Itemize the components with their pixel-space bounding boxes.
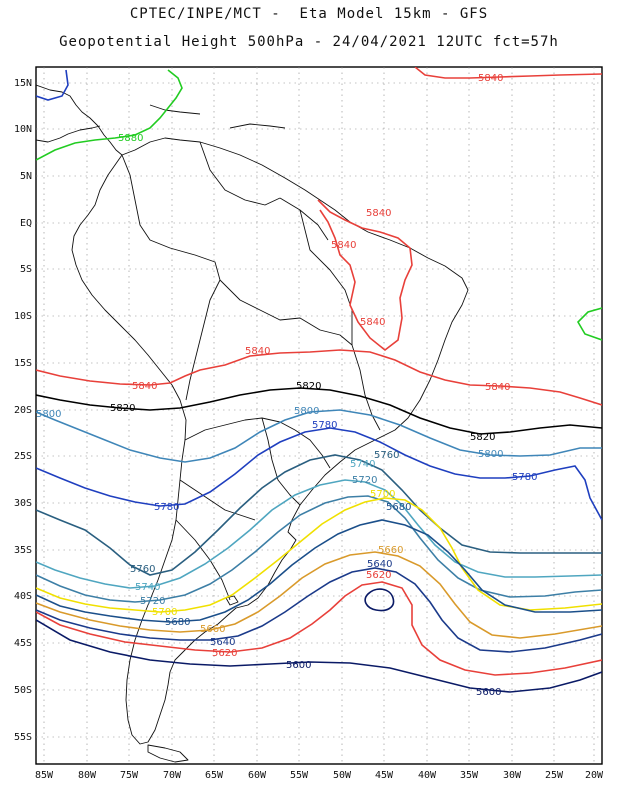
- contour-label: 5720: [352, 475, 377, 486]
- contour-label: 5820: [470, 432, 495, 443]
- contour-label: 5660: [200, 624, 225, 635]
- contour-label: 5840: [485, 382, 510, 393]
- contour-5680: [36, 519, 602, 623]
- contour-label: 5620: [212, 648, 237, 659]
- lon-label: 85W: [35, 770, 54, 781]
- contour-label: 5800: [294, 406, 319, 417]
- contour-5820: [36, 387, 602, 435]
- contour-label: 5840: [245, 346, 270, 357]
- lon-label: 75W: [120, 770, 139, 781]
- lat-label: 5N: [20, 171, 32, 182]
- lon-label: 65W: [205, 770, 224, 781]
- contour-5720: [36, 495, 602, 603]
- lat-label: 50S: [14, 685, 32, 696]
- contour-5760: [36, 454, 602, 576]
- contour-label: 5740: [350, 459, 375, 470]
- contour-5860-e: [576, 307, 602, 341]
- contour-label: 5840: [478, 73, 503, 84]
- contour-label: 5760: [374, 450, 399, 461]
- lat-label: 15S: [14, 358, 32, 369]
- contour-label: 5820: [110, 403, 135, 414]
- contour-label: 5780: [312, 420, 337, 431]
- lon-label: 30W: [503, 770, 522, 781]
- lon-label: 20W: [585, 770, 604, 781]
- lon-label: 60W: [248, 770, 267, 781]
- contour-label: 5680: [165, 617, 190, 628]
- map-title-line1: CPTEC/INPE/MCT - Eta Model 15km - GFS: [129, 6, 489, 22]
- longitude-labels: 85W 80W 75W 70W 65W 60W 55W 50W 45W 40W …: [35, 770, 604, 781]
- contour-labels: 5840 5880 5840 5840 5840 5840 5840 5840 …: [36, 73, 537, 698]
- contour-5640: [36, 567, 602, 653]
- lat-label: 15N: [14, 78, 32, 89]
- contour-5800: [36, 409, 602, 463]
- contour-label: 5840: [132, 381, 157, 392]
- contour-label: 5780: [512, 472, 537, 483]
- lon-label: 25W: [545, 770, 564, 781]
- contour-label: 5800: [36, 409, 61, 420]
- lat-label: 45S: [14, 638, 32, 649]
- contour-label: 5840: [360, 317, 385, 328]
- contour-5840-brazil: [317, 199, 413, 352]
- contour-5600: [36, 619, 602, 693]
- lon-label: 80W: [78, 770, 97, 781]
- contour-label: 5640: [367, 559, 392, 570]
- contour-label: 5700: [370, 489, 395, 500]
- contour-label: 5660: [378, 545, 403, 556]
- contour-5740: [36, 479, 602, 589]
- lat-label: 25S: [14, 451, 32, 462]
- contour-5840-main: [36, 349, 602, 406]
- contour-label: 5600: [476, 687, 501, 698]
- contour-label: 5720: [140, 596, 165, 607]
- lon-label: 45W: [375, 770, 394, 781]
- contour-label: 5820: [296, 381, 321, 392]
- lat-label: 30S: [14, 498, 32, 509]
- contour-label: 5640: [210, 637, 235, 648]
- lat-label: 40S: [14, 591, 32, 602]
- lat-label: 35S: [14, 545, 32, 556]
- lat-label: EQ: [20, 218, 32, 229]
- lon-label: 50W: [333, 770, 352, 781]
- contour-label: 5800: [478, 449, 503, 460]
- contour-5620: [36, 581, 602, 676]
- lat-label: 10N: [14, 124, 32, 135]
- contour-label: 5700: [152, 607, 177, 618]
- geopotential-contours: [36, 67, 602, 693]
- contour-label: 5740: [135, 582, 160, 593]
- map-frame: [35, 66, 603, 765]
- contour-label: 5840: [331, 240, 356, 251]
- contour-label: 5620: [366, 570, 391, 581]
- lon-label: 70W: [163, 770, 182, 781]
- lon-label: 35W: [460, 770, 479, 781]
- south-america-coastline: [36, 84, 469, 763]
- lat-label: 5S: [20, 264, 32, 275]
- contour-label: 5680: [386, 502, 411, 513]
- contour-5780: [36, 427, 602, 521]
- contour-label: 5760: [130, 564, 155, 575]
- map-title-line2: Geopotential Height 500hPa - 24/04/2021 …: [59, 34, 559, 50]
- contour-label: 5780: [154, 502, 179, 513]
- contour-5880-nw: [36, 69, 69, 101]
- contour-5620-closed: [364, 588, 395, 612]
- lat-label: 10S: [14, 311, 32, 322]
- contour-5700: [36, 497, 602, 613]
- lon-label: 55W: [290, 770, 309, 781]
- contour-5660: [36, 551, 602, 639]
- contour-label: 5880: [118, 133, 143, 144]
- lat-label: 20S: [14, 405, 32, 416]
- contour-5840-top: [414, 67, 602, 79]
- lat-label: 55S: [14, 732, 32, 743]
- latitude-labels: 15N 10N 5N EQ 5S 10S 15S 20S 25S 30S 35S…: [14, 78, 32, 743]
- lon-label: 40W: [418, 770, 437, 781]
- contour-label: 5840: [366, 208, 391, 219]
- contour-label: 5600: [286, 660, 311, 671]
- contour-5860-nw: [36, 69, 183, 161]
